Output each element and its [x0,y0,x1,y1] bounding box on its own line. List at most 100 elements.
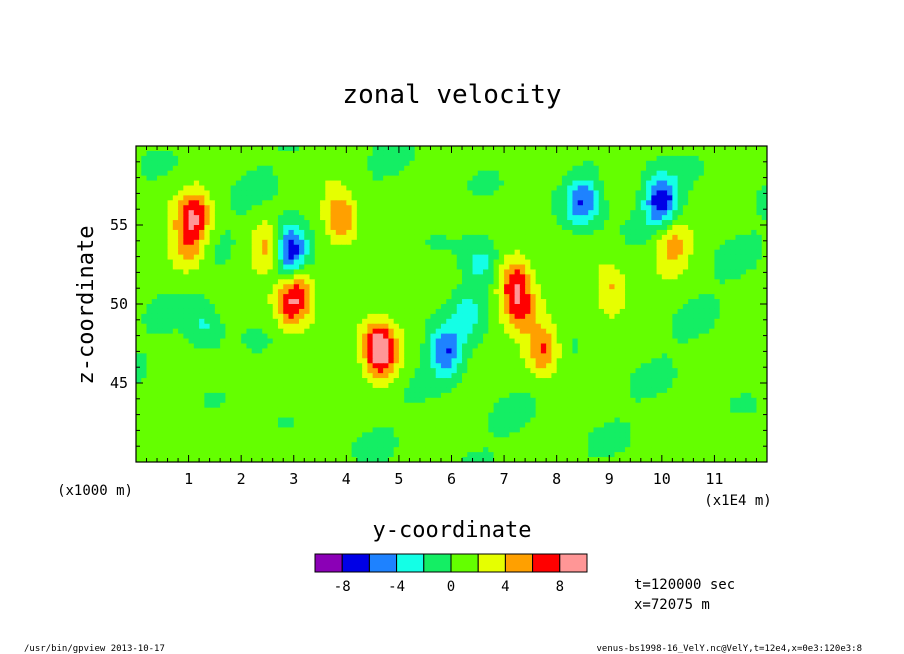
heatmap-cell [761,249,767,256]
heatmap-cell [724,220,731,226]
heatmap-cell [593,244,600,251]
heatmap-cell [419,175,426,182]
heatmap-cell [635,284,642,290]
heatmap-cell [546,170,553,177]
heatmap-cell [714,249,721,256]
heatmap-cell [498,170,505,177]
heatmap-cell [151,318,158,325]
heatmap-cell [383,343,389,350]
heatmap-cell [472,170,479,177]
heatmap-cell [546,165,553,172]
heatmap-cell [651,146,658,152]
heatmap-cell [172,170,179,177]
heatmap-cell [656,180,663,187]
heatmap-cell [230,308,237,315]
heatmap-cell [483,155,489,162]
heatmap-cell [404,343,411,350]
heatmap-cell [377,343,384,350]
heatmap-cell [230,234,237,241]
heatmap-cell [425,308,432,315]
heatmap-cell [309,284,316,290]
heatmap-cell [651,259,658,266]
heatmap-cell [398,274,405,280]
heatmap-cell [367,323,374,330]
heatmap-cell [272,210,279,216]
heatmap-cell [372,175,379,182]
heatmap-cell [640,313,647,320]
heatmap-cell [672,323,679,330]
heatmap-cell [151,225,158,231]
heatmap-cell [551,165,558,172]
heatmap-cell [614,200,621,206]
heatmap-cell [241,200,248,206]
heatmap-cell [535,328,542,335]
heatmap-cell [246,170,253,177]
heatmap-cell [172,343,179,350]
heatmap-cell [220,343,226,350]
heatmap-cell [388,234,395,241]
heatmap-cell [567,338,574,345]
heatmap-cell [740,210,747,216]
heatmap-cell [214,269,221,275]
heatmap-cell [277,328,284,335]
heatmap-cell [682,239,689,246]
heatmap-cell [246,190,253,196]
heatmap-cell [440,269,447,275]
heatmap-cell [630,279,637,285]
heatmap-cell [488,165,495,172]
heatmap-cell [493,264,500,271]
heatmap-cell [761,175,767,182]
heatmap-cell [740,264,747,271]
heatmap-cell [383,165,389,172]
heatmap-cell [446,299,453,305]
heatmap-cell [635,155,642,162]
heatmap-cell [572,264,579,271]
heatmap-cell [199,343,205,350]
heatmap-cell [556,160,563,167]
heatmap-cell [178,348,184,354]
heatmap-cell [241,150,248,157]
heatmap-cell [483,229,489,236]
heatmap-cell [188,205,195,211]
heatmap-cell [535,304,542,310]
heatmap-cell [519,225,526,231]
heatmap-cell [193,348,200,354]
heatmap-cell [388,195,395,201]
heatmap-cell [504,205,510,211]
heatmap-cell [351,150,358,157]
heatmap-cell [462,294,468,300]
heatmap-cell [698,210,705,216]
heatmap-cell [651,249,658,256]
heatmap-cell [593,328,600,335]
heatmap-cell [225,254,232,261]
heatmap-cell [577,304,584,310]
heatmap-cell [267,239,274,246]
heatmap-cell [309,333,316,340]
heatmap-cell [440,254,447,261]
heatmap-cell [398,170,405,177]
heatmap-cell [204,160,211,167]
heatmap-cell [414,229,421,236]
heatmap-cell [193,264,200,271]
heatmap-cell [167,220,174,226]
heatmap-cell [609,304,616,310]
heatmap-cell [672,195,679,201]
heatmap-cell [435,150,442,157]
heatmap-cell [220,185,226,192]
heatmap-cell [619,289,626,295]
heatmap-cell [682,274,689,280]
heatmap-cell [367,220,374,226]
heatmap-cell [288,279,295,285]
heatmap-cell [498,200,505,206]
heatmap-cell [593,160,600,167]
heatmap-cell [572,289,579,295]
heatmap-cell [320,146,326,152]
heatmap-cell [220,333,226,340]
heatmap-cell [535,259,542,266]
heatmap-cell [440,165,447,172]
heatmap-cell [556,284,563,290]
heatmap-cell [625,284,631,290]
heatmap-cell [398,200,405,206]
heatmap-cell [220,215,226,221]
heatmap-cell [577,200,584,206]
